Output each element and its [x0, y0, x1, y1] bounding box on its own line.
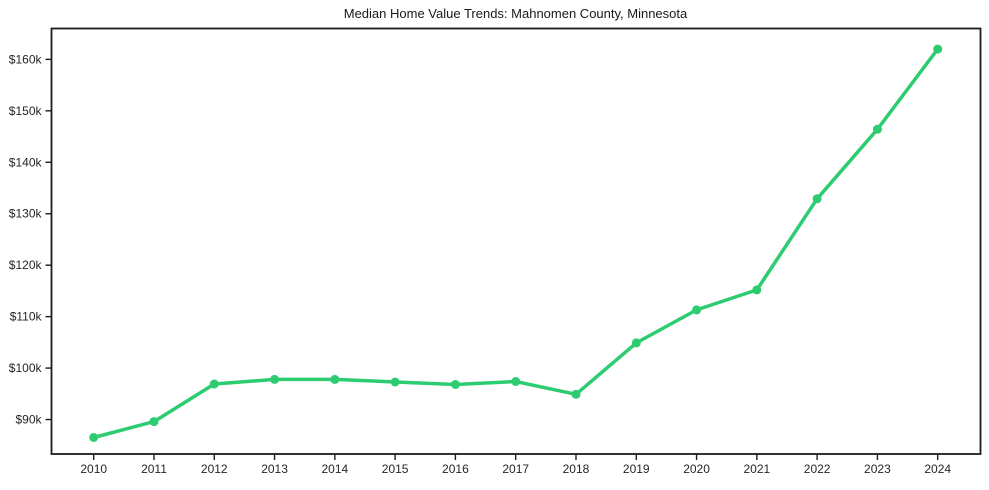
data-point	[89, 433, 99, 442]
x-tick-label: 2014	[321, 462, 348, 476]
plot-border	[50, 27, 982, 455]
x-tick-label: 2024	[924, 462, 951, 476]
data-point	[812, 194, 822, 204]
data-point	[330, 374, 340, 384]
x-tick-label: 2015	[382, 462, 409, 476]
y-tick-label: $100k	[9, 361, 43, 375]
chart-title: Median Home Value Trends: Mahnomen Count…	[344, 6, 688, 21]
y-tick-label: $110k	[10, 310, 43, 324]
data-point	[692, 305, 702, 315]
x-axis: 2010 2011 2012 2013 2014 2015 2016 2017 2018 2019…	[80, 454, 951, 476]
data-point	[933, 44, 943, 54]
x-tick-label: 2016	[442, 462, 469, 476]
x-tick-label: 2012	[201, 462, 228, 476]
x-tick-label: 2021	[743, 462, 770, 476]
x-tick-label: 2019	[623, 462, 650, 476]
y-tick-label: $120k	[9, 258, 43, 272]
y-tick-label: $160k	[9, 52, 43, 66]
data-point	[390, 377, 400, 387]
data-point	[209, 379, 219, 389]
data-point	[511, 377, 521, 386]
x-tick-label: 2013	[261, 462, 288, 476]
x-tick-label: 2018	[563, 462, 590, 476]
series-layer	[89, 44, 943, 442]
data-point	[149, 417, 159, 427]
y-tick-label: $90k	[15, 413, 42, 427]
x-tick-label: 2010	[80, 462, 107, 476]
y-tick-label: $130k	[9, 207, 43, 221]
data-point	[450, 380, 460, 389]
x-tick-label: 2017	[502, 462, 529, 476]
x-tick-label: 2023	[864, 462, 891, 476]
data-point	[631, 338, 641, 348]
y-tick-label: $140k	[9, 155, 43, 169]
data-point	[872, 124, 882, 134]
data-point	[270, 374, 280, 384]
data-point	[752, 285, 762, 295]
data-point	[571, 389, 581, 399]
x-tick-label: 2020	[683, 462, 710, 476]
y-tick-label: $150k	[9, 104, 43, 118]
x-tick-label: 2011	[141, 462, 167, 476]
y-axis: $90k $100k $110k $120k $130k $140k $150k $160k	[9, 52, 52, 427]
x-tick-label: 2022	[804, 462, 831, 476]
